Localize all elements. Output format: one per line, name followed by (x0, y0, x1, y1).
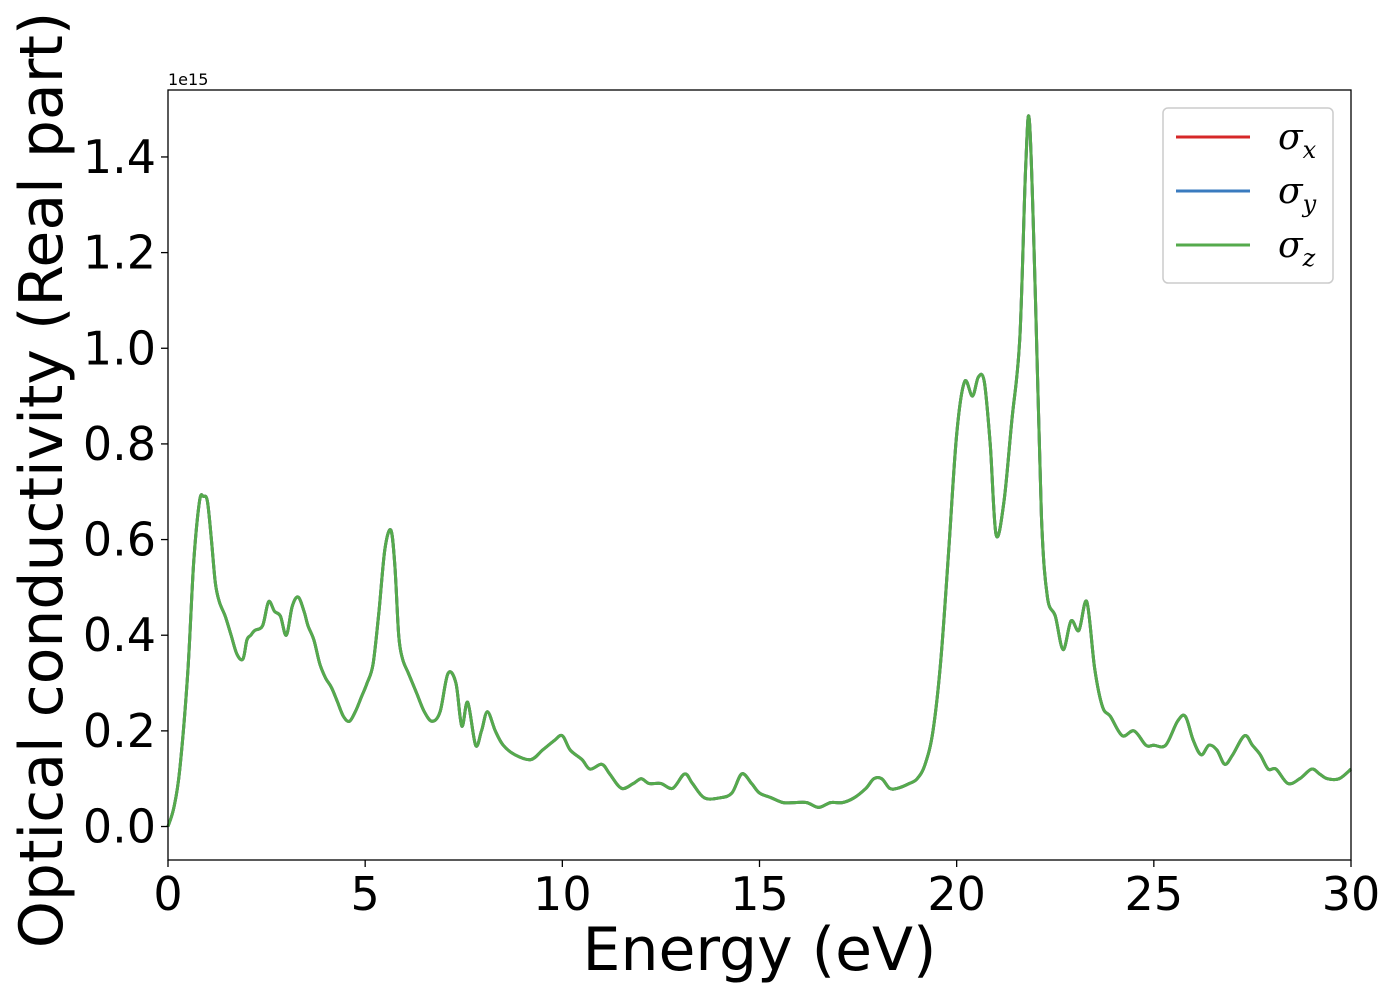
series-line-z (166, 114, 1352, 827)
x-tick-label: 30 (1322, 867, 1381, 921)
y-offset-text: 1e15 (168, 70, 208, 89)
x-tick-label: 10 (533, 867, 592, 921)
x-tick-label: 0 (153, 867, 182, 921)
x-axis-ticks: 0 5 10 15 20 25 30 (153, 860, 1380, 921)
y-axis-ticks: 0.0 0.2 0.4 0.6 0.8 1.0 1.2 1.4 (83, 130, 168, 854)
y-axis-title: Optical conductivity (Real part) (7, 12, 77, 949)
y-tick-label: 0.4 (83, 608, 156, 662)
x-tick-label: 20 (927, 867, 986, 921)
y-tick-label: 0.2 (83, 704, 156, 758)
legend-box (1162, 107, 1334, 284)
x-tick-label: 5 (351, 867, 380, 921)
x-axis-title: Energy (eV) (583, 915, 937, 985)
y-tick-label: 1.2 (83, 226, 156, 280)
y-tick-label: 0.0 (83, 800, 156, 854)
y-tick-label: 0.8 (83, 417, 156, 471)
legend-label-z: σz (1278, 225, 1316, 272)
x-tick-label: 25 (1125, 867, 1184, 921)
legend-label-y: σy (1278, 171, 1317, 218)
y-tick-label: 1.4 (83, 130, 156, 184)
x-tick-label: 15 (730, 867, 789, 921)
legend: σx σy σz (1162, 107, 1334, 284)
y-tick-label: 0.6 (83, 513, 156, 567)
legend-label-x: σx (1278, 117, 1317, 164)
plot-lines (166, 114, 1352, 827)
y-tick-label: 1.0 (83, 321, 156, 375)
